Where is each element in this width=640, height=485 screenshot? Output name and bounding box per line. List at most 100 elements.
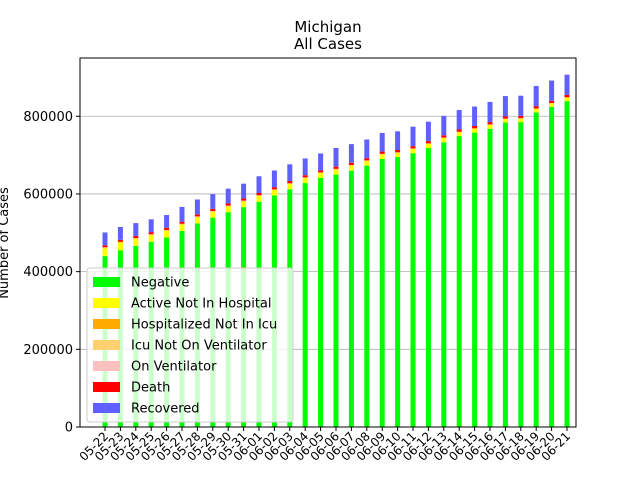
y-tick-label: 200000	[23, 343, 73, 358]
bar-segment	[241, 184, 246, 199]
bar-segment	[272, 187, 277, 189]
bar-segment	[441, 142, 446, 427]
bar-segment	[334, 148, 339, 167]
bar-segment	[380, 152, 385, 154]
bar-segment	[411, 146, 416, 148]
bar-segment	[226, 189, 231, 204]
bar-segment	[518, 116, 523, 118]
y-axis-label: Number of Cases	[0, 187, 12, 299]
bar-segment	[303, 175, 308, 177]
legend-label: Active Not In Hospital	[131, 297, 272, 312]
bar-segment	[395, 131, 400, 150]
bar-segment	[565, 98, 570, 101]
y-tick-label: 0	[65, 421, 73, 436]
legend-label: Recovered	[131, 402, 200, 417]
bar-segment	[488, 125, 493, 129]
bar-segment	[488, 102, 493, 122]
bar-segment	[488, 122, 493, 124]
y-tick-label: 800000	[23, 110, 73, 125]
bar-segment	[565, 95, 570, 97]
bar-segment	[210, 194, 215, 209]
bar-segment	[426, 144, 431, 148]
bar-segment	[149, 235, 154, 236]
bar-segment	[380, 154, 385, 159]
legend-label: Icu Not On Ventilator	[131, 339, 267, 354]
bar-segment	[534, 112, 539, 427]
bar-segment	[380, 133, 385, 152]
legend-swatch	[93, 319, 120, 329]
bar-segment	[226, 206, 231, 212]
bar-segment	[472, 126, 477, 128]
bar-segment	[472, 107, 477, 126]
bar-segment	[103, 232, 108, 245]
bar-segment	[457, 132, 462, 136]
bar-segment	[287, 181, 292, 183]
bar-segment	[503, 119, 508, 122]
bar-segment	[303, 178, 308, 183]
legend-swatch	[93, 382, 120, 392]
bar-segment	[395, 157, 400, 427]
legend-label: Hospitalized Not In Icu	[131, 318, 277, 333]
bar-segment	[210, 209, 215, 211]
bar-segment	[426, 141, 431, 143]
bar-segment	[426, 122, 431, 141]
bar-segment	[318, 173, 323, 178]
bar-segment	[318, 170, 323, 172]
bar-segment	[334, 167, 339, 169]
bar-segment	[472, 133, 477, 427]
bar-segment	[441, 116, 446, 135]
bar-segment	[565, 101, 570, 427]
legend-swatch	[93, 403, 120, 413]
legend-label: On Ventilator	[131, 360, 217, 375]
bar-segment	[303, 158, 308, 175]
bar-segment	[180, 225, 185, 231]
bar-segment	[257, 176, 262, 193]
bar-segment	[457, 129, 462, 131]
bar-segment	[241, 201, 246, 207]
bar-segment	[164, 215, 169, 228]
bar-segment	[318, 153, 323, 170]
chart-title: Michigan	[294, 18, 361, 36]
bar-segment	[164, 231, 169, 238]
bar-segment	[441, 135, 446, 137]
bar-segment	[118, 242, 123, 243]
bar-segment	[318, 178, 323, 427]
bar-segment	[272, 170, 277, 187]
bar-segment	[411, 127, 416, 146]
bar-segment	[549, 101, 554, 103]
bar-segment	[503, 116, 508, 118]
bar-segment	[210, 212, 215, 218]
bar-segment	[441, 138, 446, 142]
bar-segment	[287, 164, 292, 181]
bar-segment	[503, 96, 508, 116]
bar-segment	[133, 236, 138, 238]
bar-segment	[457, 136, 462, 427]
bar-segment	[103, 248, 108, 256]
bar-segment	[518, 119, 523, 122]
bar-segment	[118, 227, 123, 240]
bar-segment	[426, 148, 431, 427]
bar-segment	[457, 110, 462, 129]
bar-segment	[334, 175, 339, 427]
bar-segment	[164, 228, 169, 230]
legend-swatch	[93, 361, 120, 371]
legend-swatch	[93, 340, 120, 350]
bar-segment	[118, 243, 123, 250]
bar-segment	[334, 169, 339, 174]
bar-segment	[364, 166, 369, 427]
bar-segment	[349, 171, 354, 427]
bar-segment	[195, 200, 200, 215]
bar-segment	[349, 144, 354, 163]
bar-segment	[364, 161, 369, 166]
bar-segment	[118, 240, 123, 242]
bar-segment	[349, 166, 354, 171]
bar-segment	[518, 96, 523, 116]
bar-segment	[518, 122, 523, 427]
bar-segment	[549, 107, 554, 427]
y-tick-label: 600000	[23, 187, 73, 202]
bar-segment	[549, 103, 554, 106]
chart-subtitle: All Cases	[294, 35, 362, 53]
